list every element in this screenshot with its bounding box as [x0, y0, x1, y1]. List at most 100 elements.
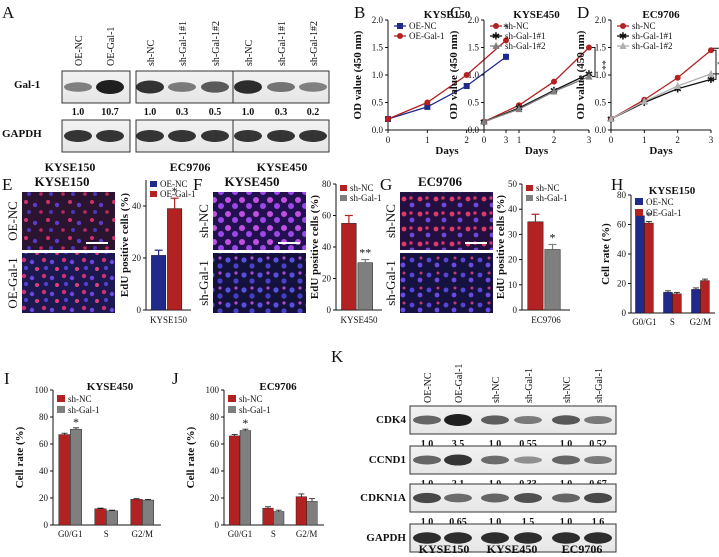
blot-band	[481, 455, 509, 465]
y-tick-label: 60	[617, 220, 627, 230]
data-point	[674, 74, 681, 81]
legend-label: OE-Gal-1	[160, 189, 196, 199]
x-tick-label: G2/M	[690, 317, 712, 327]
x-tick-label: G2/M	[132, 529, 154, 539]
gapdh-band	[267, 130, 295, 142]
legend-swatch	[57, 406, 65, 413]
lane-label: OE-Gal-1	[106, 27, 117, 66]
panel-letter: J	[172, 369, 179, 388]
blot-quant-value: 1.0	[489, 517, 502, 528]
data-point	[707, 69, 715, 77]
y-tick-label: 1.5	[372, 43, 384, 53]
y-tick-label: 0.0	[372, 125, 384, 135]
micrograph-g-bottom	[400, 253, 493, 313]
x-tick-label: S	[104, 529, 109, 539]
lane-label: sh-Gal-1#2	[211, 21, 222, 66]
x-axis-label: Days	[435, 145, 459, 157]
y-tick-label: 30	[508, 229, 518, 239]
micro-row-label-g-top: sh-NC	[383, 204, 398, 238]
blot-band	[584, 415, 612, 425]
significance-bracket	[592, 47, 596, 78]
gal1-quant-value: 0.3	[176, 107, 189, 118]
gapdh-band	[201, 130, 229, 142]
panel-a-western-blot: A OE-NC OE-Gal-1 sh-NC sh-Gal-1#1 sh-Gal-1#2…	[2, 3, 330, 174]
bar	[544, 249, 561, 311]
data-point	[397, 23, 403, 29]
legend-swatch	[526, 185, 533, 191]
x-tick-label: 3	[587, 135, 592, 145]
gal1-band	[64, 82, 92, 92]
blot-band	[552, 455, 580, 465]
data-point	[620, 23, 626, 29]
x-tick-label: 3	[504, 135, 509, 145]
panel-letter: B	[354, 3, 365, 22]
y-tick-label: 20	[508, 255, 518, 265]
micro-title-g: EC9706	[418, 174, 463, 189]
data-point	[674, 82, 682, 89]
significance-bracket	[713, 47, 719, 75]
cell-line-label: KYSE450	[487, 542, 538, 556]
y-tick-label: 20	[617, 279, 627, 289]
gal1-band	[299, 82, 327, 92]
bar	[94, 508, 107, 526]
data-point	[424, 103, 431, 110]
chart-title: KYSE150	[649, 185, 696, 197]
chart-title: EC9706	[642, 9, 680, 21]
blot-quant-value: 1.5	[522, 517, 535, 528]
x-tick-label: 3	[709, 135, 714, 145]
y-tick-label: 0.0	[468, 125, 480, 135]
bar	[130, 499, 143, 526]
blot-band	[413, 415, 441, 425]
y-tick-label: 40	[210, 466, 220, 476]
blot-row-label: CDK4	[376, 414, 406, 426]
gapdh-band	[234, 130, 262, 142]
blot-row-label: CCND1	[369, 454, 406, 466]
micro-row-label-e-top: OE-NC	[5, 201, 20, 241]
lane-label: sh-Gal-1	[524, 368, 535, 403]
lane-label: sh-Gal-1#2	[309, 21, 320, 66]
panel-j-cell-cycle-chart: J EC9706 0 20 40 60 80 100 G0/G1 S G2/M * sh-NCsh-Ga…	[172, 369, 324, 539]
series-line	[610, 73, 712, 120]
panel-f-edu-images: F KYSE450 sh-NC sh-Gal-1	[193, 174, 306, 313]
legend-label: OE-NC	[160, 179, 188, 189]
lane-label: sh-NC	[491, 377, 502, 403]
x-tick-label: 1	[425, 135, 430, 145]
bar	[700, 280, 710, 314]
legend-label: sh-Gal-1#2	[632, 41, 673, 51]
bar	[635, 215, 645, 314]
blot-band	[481, 415, 509, 425]
lane-label: OE-NC	[74, 35, 85, 66]
x-tick-label: 2	[552, 135, 557, 145]
data-point	[424, 99, 431, 106]
cell-line-label: KYSE150	[45, 160, 96, 174]
blot-band	[444, 532, 472, 544]
data-point	[397, 33, 403, 39]
blot-quant-value: 1.6	[592, 517, 605, 528]
x-axis-label: KYSE150	[150, 315, 188, 325]
series-line	[387, 39, 507, 120]
blot-quant-value: 1.0	[489, 439, 502, 450]
micrograph-e-bottom	[22, 253, 115, 313]
y-tick-label: 0.5	[468, 98, 480, 108]
legend-label: sh-NC	[239, 394, 263, 404]
y-tick-label: 1.0	[468, 70, 480, 80]
data-point	[463, 83, 470, 89]
cell-line-label: EC9706	[170, 160, 211, 174]
legend-label: sh-NC	[632, 21, 656, 31]
blot-quant-value: 1.0	[421, 439, 434, 450]
y-tick-label: 40	[322, 242, 332, 252]
legend-label: sh-Gal-1	[68, 405, 100, 415]
panel-letter-g: G	[380, 175, 392, 194]
y-tick-label: 0	[137, 305, 142, 315]
blot-quant-value: 0.65	[449, 517, 467, 528]
gal1-quant-value: 1.0	[72, 107, 85, 118]
micro-row-label-f-top: sh-NC	[196, 204, 211, 238]
legend-swatch	[635, 198, 643, 205]
lane-label: sh-NC	[244, 40, 255, 66]
y-tick-label: 40	[39, 466, 49, 476]
data-point	[607, 115, 615, 122]
lane-label: OE-NC	[423, 372, 434, 403]
legend-swatch	[635, 209, 643, 216]
series-line	[610, 49, 712, 120]
blot-band	[584, 455, 612, 465]
